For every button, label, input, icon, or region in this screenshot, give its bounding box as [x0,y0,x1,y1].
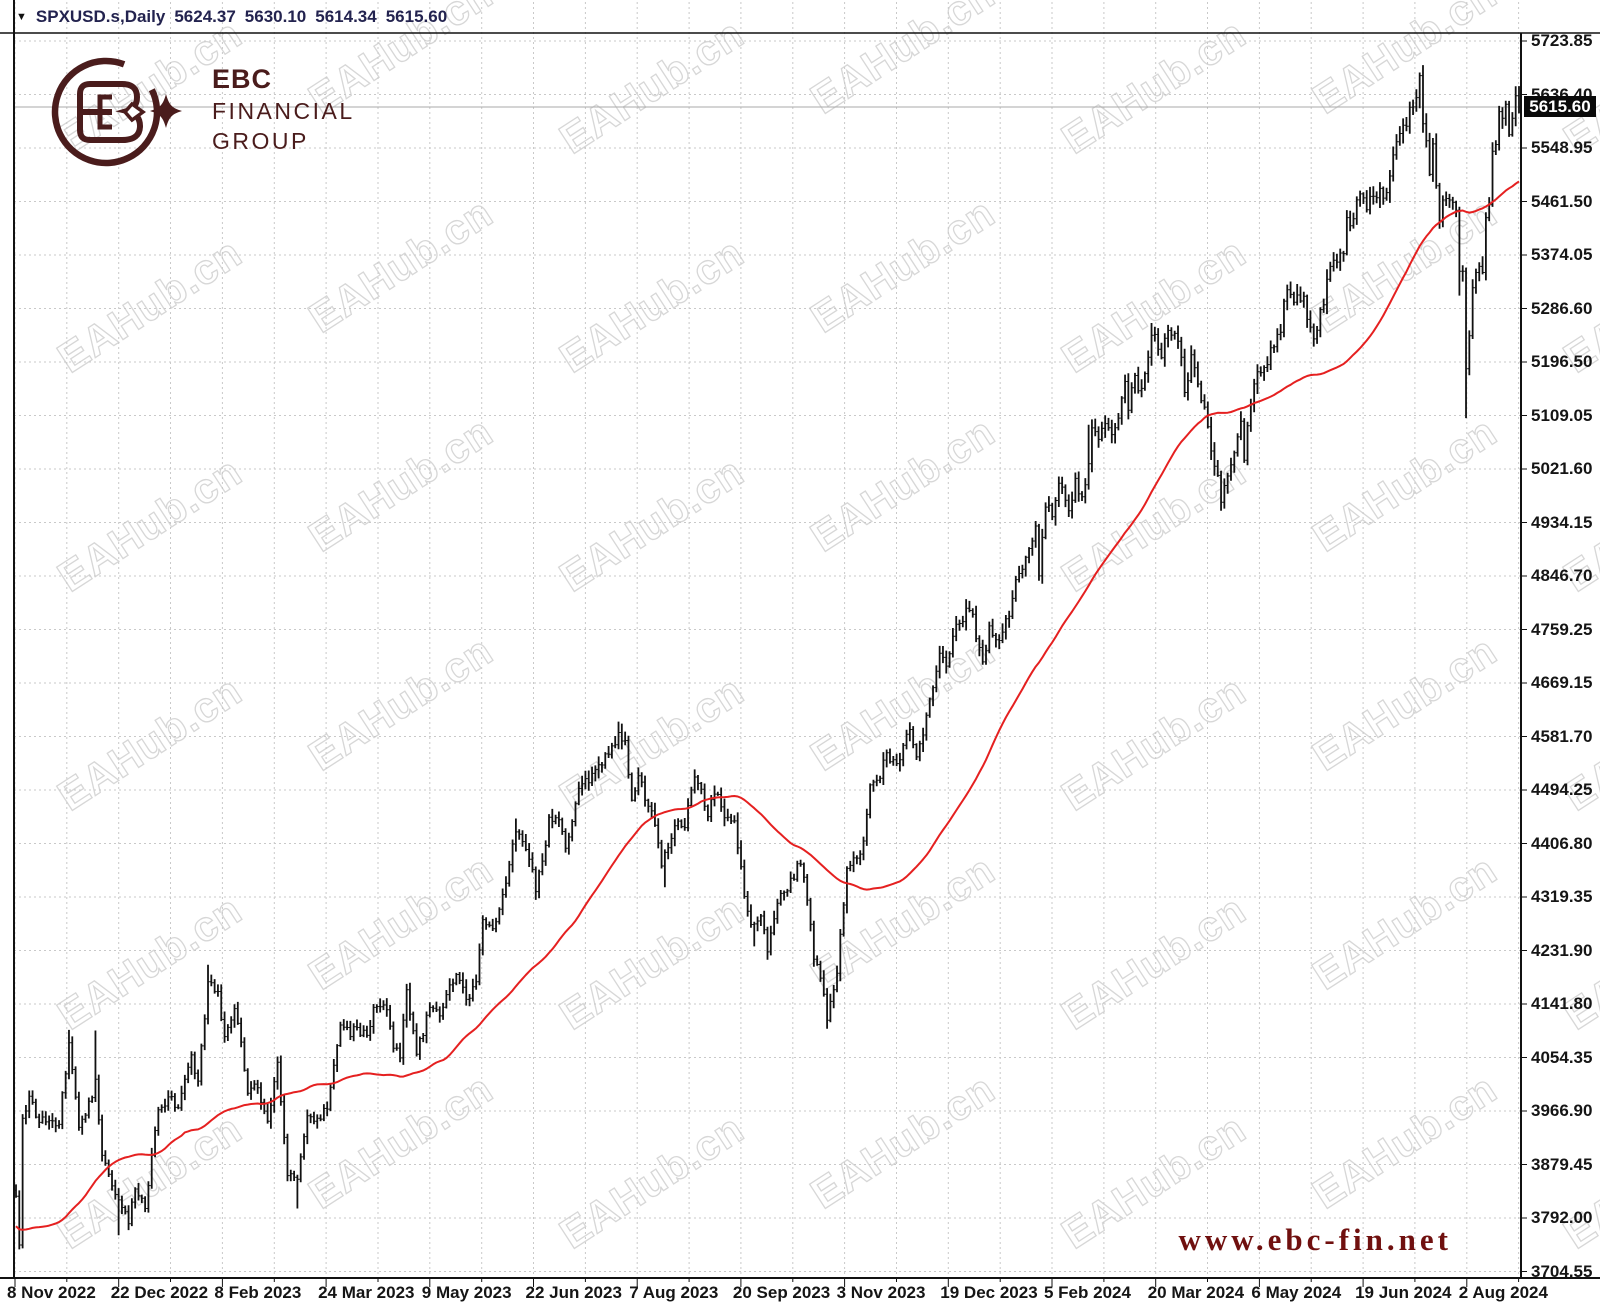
price-axis-label: 4141.80 [1531,994,1593,1013]
date-axis-label: 20 Mar 2024 [1147,1283,1245,1302]
price-axis-label: 4494.25 [1531,780,1593,799]
price-axis-label: 3966.90 [1531,1101,1593,1120]
ebc-logo: EBC FINANCIAL GROUP [44,48,374,178]
price-axis-label: 4581.70 [1531,726,1593,746]
date-axis-label: 2 Aug 2024 [1458,1283,1548,1302]
price-axis-label: 4319.35 [1531,887,1593,906]
date-axis-label: 9 May 2023 [421,1283,512,1302]
price-axis-label: 5461.50 [1531,191,1593,211]
symbol-period-label: SPXUSD.s,Daily [35,7,166,26]
date-axis-label: 3 Nov 2023 [836,1283,926,1302]
date-axis-label: 8 Nov 2022 [7,1283,96,1302]
price-axis-label: 4669.15 [1531,673,1593,692]
date-axis-label: 5 Feb 2024 [1044,1283,1131,1302]
logo-abbr: EBC [212,64,273,94]
ohlc-bars [15,65,1520,1250]
date-axis-label: 6 May 2024 [1251,1283,1342,1302]
ebc-logo-monogram [51,57,182,167]
logo-line1: FINANCIAL [212,98,355,124]
readout-low: 5614.34 [315,7,377,26]
price-axis-label: 5196.50 [1531,352,1593,371]
price-axis-label: 4231.90 [1531,940,1593,960]
current-price-badge: 5615.60 [1524,96,1596,118]
price-axis-label: 4054.35 [1531,1047,1593,1067]
readout-open: 5624.37 [174,7,236,26]
date-axis-label: 8 Feb 2023 [214,1283,302,1302]
sparkle-icon [150,94,182,128]
date-axis-label: 19 Dec 2023 [940,1283,1038,1302]
date-axis-label: 19 Jun 2024 [1355,1283,1452,1302]
price-axis-label: 5374.05 [1531,245,1593,264]
price-axis-label: 5109.05 [1531,405,1593,425]
moving-average-line [15,180,1520,1231]
price-axis-label: 5021.60 [1531,459,1593,478]
price-axis-label: 4406.80 [1531,833,1593,853]
price-axis-label: 5723.85 [1531,31,1593,50]
chart-title-bar: ▼ SPXUSD.s,Daily 5624.37 5630.10 5614.34 5615… [10,6,447,28]
date-axis-label: 20 Sep 2023 [732,1283,831,1302]
symbol-dropdown-arrow[interactable]: ▼ [16,11,27,23]
ohlc-ticks [14,75,1521,1246]
price-axis-label: 5548.95 [1531,138,1593,157]
date-axis-label: 7 Aug 2023 [629,1283,719,1302]
price-axis-label: 3704.55 [1531,1261,1593,1281]
logo-line2: GROUP [212,128,309,154]
website-watermark: www.ebc-fin.net [1178,1222,1452,1257]
price-axis-label: 3792.00 [1531,1208,1593,1227]
price-axis-label: 4759.25 [1531,619,1593,639]
date-axis-label: 22 Jun 2023 [525,1283,622,1302]
date-axis-label: 24 Mar 2023 [318,1283,415,1302]
readout-close: 5615.60 [385,7,448,26]
date-axis-label: 22 Dec 2022 [110,1283,209,1302]
price-axis-label: 4934.15 [1531,512,1593,532]
price-axis-label: 5286.60 [1531,298,1593,318]
price-axis-label: 4846.70 [1531,566,1593,585]
price-axis-label: 3879.45 [1531,1154,1593,1174]
readout-high: 5630.10 [244,7,307,26]
